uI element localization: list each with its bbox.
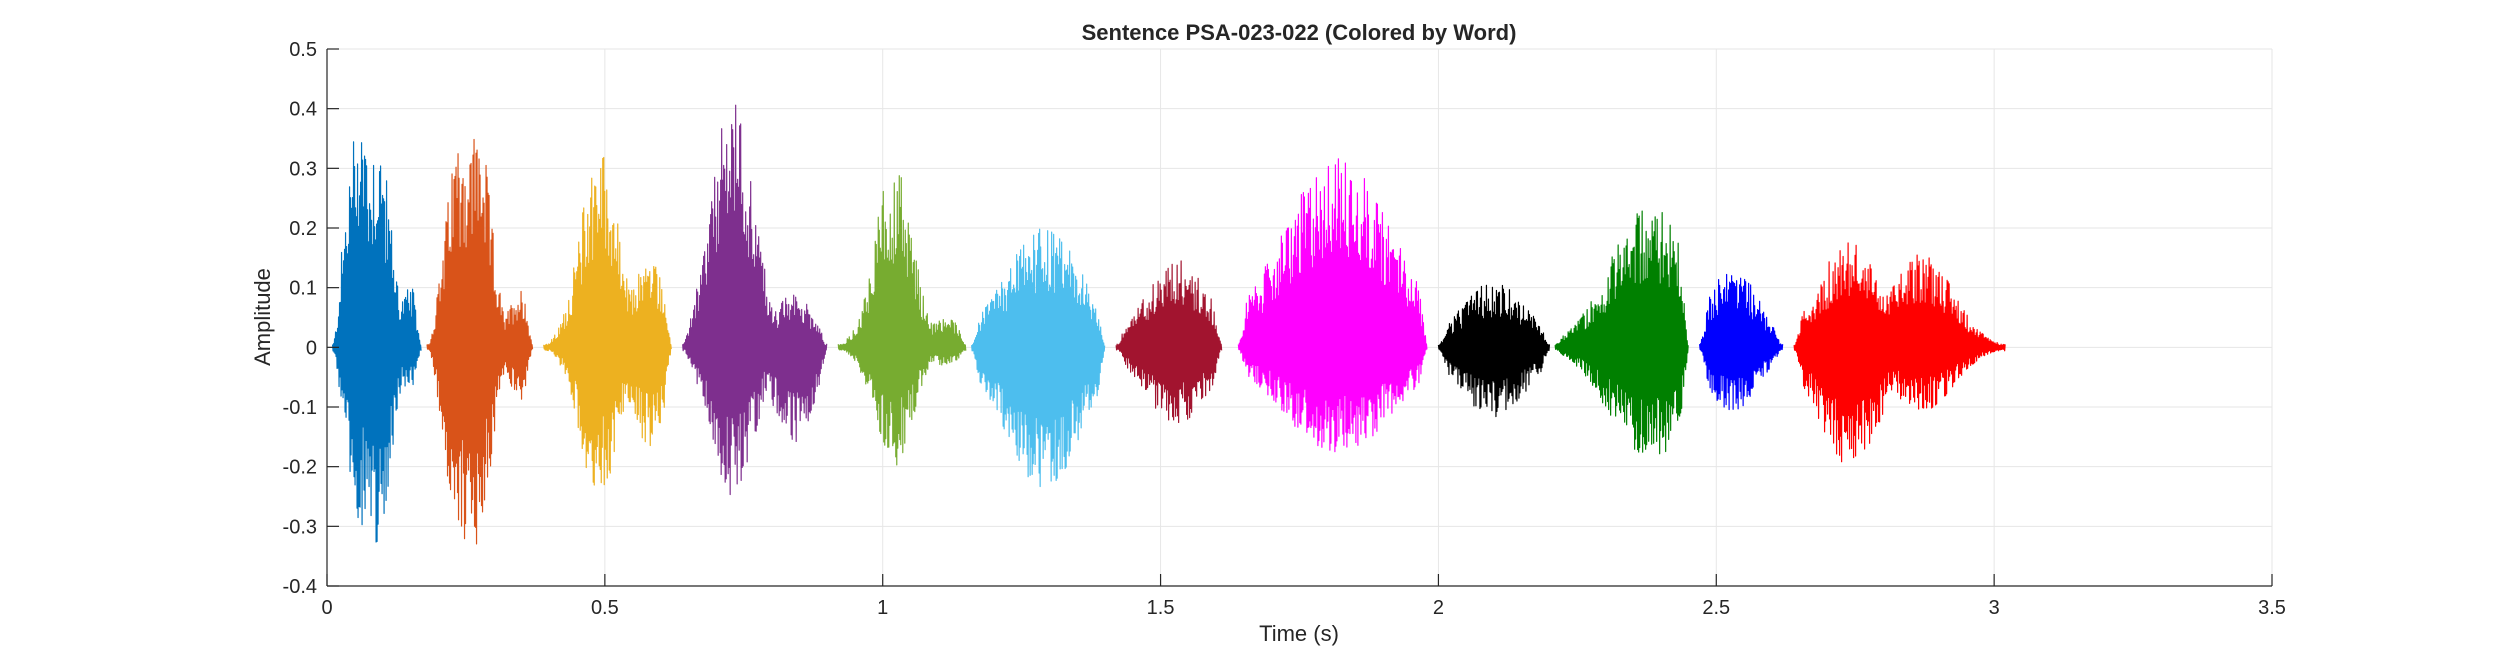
y-tick-label-3: -0.1 [283,397,317,419]
word-waveform-12 [1793,242,2006,463]
x-tick-label-1: 0.5 [591,597,619,619]
word-waveform-3 [543,156,672,486]
word-waveform-4 [682,104,828,496]
word-waveform-7 [1115,260,1223,424]
x-tick-label-7: 3.5 [2258,597,2286,619]
word-waveform-6 [971,228,1106,488]
y-tick-label-6: 0.2 [289,218,317,240]
y-tick-label-0: -0.4 [283,576,317,598]
x-tick-label-4: 2 [1433,597,1444,619]
axes [326,48,2273,587]
waveforms [331,104,2006,545]
x-tick-labels: 0 0.5 1 1.5 2 2.5 3 3.5 [321,597,2285,619]
word-waveform-1 [331,141,422,543]
x-tick-label-5: 2.5 [1702,597,1730,619]
y-tick-label-2: -0.2 [283,457,317,479]
x-tick-label-3: 1.5 [1147,597,1175,619]
y-tick-label-8: 0.4 [289,99,317,121]
y-tick-label-9: 0.5 [289,39,317,61]
x-axis-label: Time (s) [1259,621,1339,646]
word-waveform-9 [1437,284,1551,418]
y-tick-label-4: 0 [306,337,317,359]
x-tick-label-2: 1 [877,597,888,619]
y-tick-label-1: -0.3 [283,516,317,538]
x-tick-label-0: 0 [321,597,332,619]
y-tick-label-7: 0.3 [289,158,317,180]
y-tick-label-5: 0.1 [289,278,317,300]
chart-title: Sentence PSA-023-022 (Colored by Word) [1082,20,1517,45]
word-waveform-2 [426,138,534,545]
y-tick-labels: -0.4 -0.3 -0.2 -0.1 0 0.1 0.2 0.3 0.4 0.5 [283,39,317,598]
x-tick-label-6: 3 [1989,597,2000,619]
y-axis-label: Amplitude [250,268,275,366]
word-waveform-11 [1699,273,1784,411]
word-waveform-5 [837,175,967,466]
word-waveform-10 [1554,210,1689,455]
word-waveform-8 [1237,158,1428,453]
